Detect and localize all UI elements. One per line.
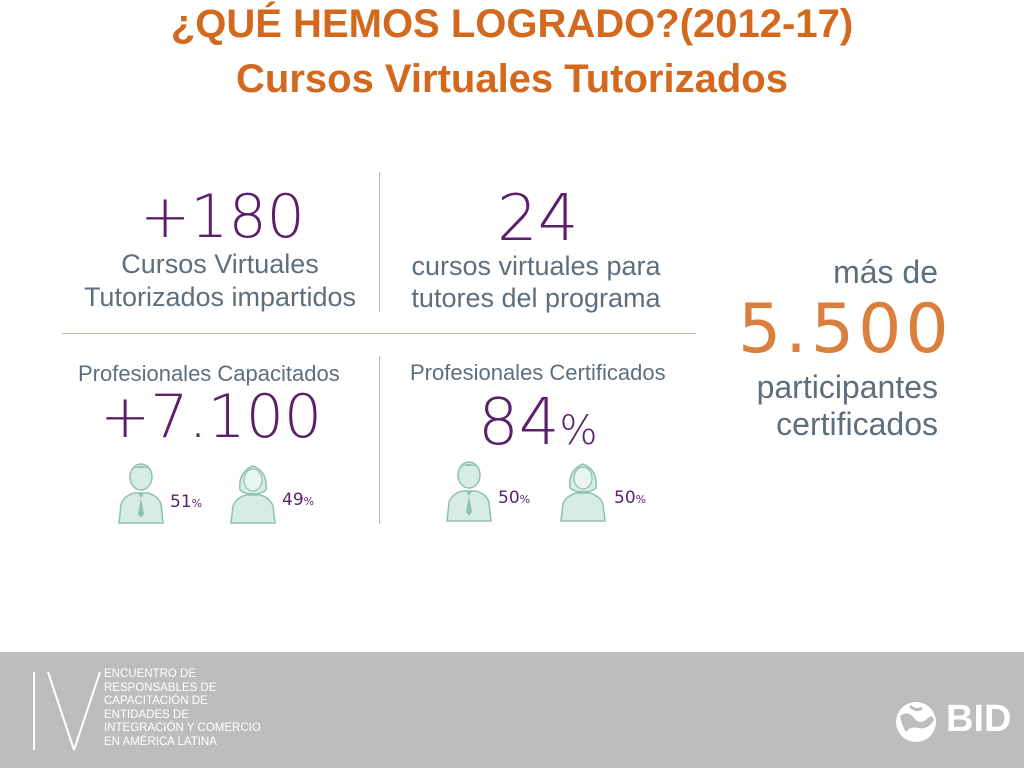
certified-label: Profesionales Certificados [410, 360, 666, 385]
tutor-courses-label-line2: tutores del programa [411, 283, 661, 313]
trained-male-pct-sign: % [191, 497, 203, 510]
trained-label: Profesionales Capacitados [78, 361, 340, 386]
divider-horizontal [62, 333, 696, 334]
certified-value: 84% [478, 386, 597, 460]
footer-line: EN AMÉRICA LATINA [104, 735, 217, 748]
certified-value-number: 84 [478, 386, 560, 460]
divider-vertical-top [379, 172, 380, 312]
footer-text: ENCUENTRO DE RESPONSABLES DE CAPACITACIÓ… [104, 668, 261, 749]
female-person-icon [228, 460, 278, 528]
certified-male-pct-sign: % [519, 493, 531, 506]
participants-value: 5.500 [738, 290, 953, 369]
courses-label-line1: Cursos Virtuales [121, 249, 319, 279]
female-person-icon [558, 458, 608, 526]
certified-male-pct: 50% [498, 488, 530, 508]
certified-value-sign: % [559, 408, 598, 454]
footer-line: ENTIDADES DE [104, 708, 189, 721]
male-person-icon [116, 460, 166, 528]
male-person-icon [444, 458, 494, 526]
trained-male-pct-value: 51 [170, 492, 192, 512]
participants-prefix: más de [833, 254, 938, 290]
certified-female-pct: 50% [614, 488, 646, 508]
bid-logo-icon [892, 700, 942, 748]
certified-male-pct-value: 50 [498, 488, 520, 508]
trained-male-pct: 51% [170, 492, 202, 512]
footer-line: INTEGRACIÓN Y COMERCIO [104, 722, 261, 734]
courses-label-line2: Tutorizados impartidos [83, 282, 357, 312]
participants-line1: participantes [756, 369, 938, 405]
footer-bar: ENCUENTRO DE RESPONSABLES DE CAPACITACIÓ… [0, 652, 1024, 768]
bid-logo-text: BID [946, 698, 1012, 740]
trained-value: +7.100 [100, 382, 323, 452]
footer-line: RESPONSABLES DE [104, 681, 217, 694]
tutor-courses-value: 24 [497, 182, 579, 256]
trained-female-pct: 49% [282, 490, 314, 510]
trained-female-pct-value: 49 [282, 490, 304, 510]
footer-line: CAPACITACIÓN DE [104, 695, 208, 707]
roman-numeral-logo [30, 670, 104, 756]
courses-value: +180 [140, 182, 305, 252]
page-title: ¿QUÉ HEMOS LOGRADO?(2012-17) [170, 2, 854, 46]
footer-line: ENCUENTRO DE [104, 668, 197, 680]
page-subtitle: Cursos Virtuales Tutorizados [236, 57, 788, 101]
participants-line2: certificados [776, 406, 938, 442]
tutor-courses-label-line1: cursos virtuales para [411, 251, 661, 281]
divider-vertical-bottom [379, 356, 380, 524]
certified-female-pct-sign: % [635, 493, 647, 506]
certified-female-pct-value: 50 [614, 488, 636, 508]
trained-female-pct-sign: % [303, 495, 315, 508]
